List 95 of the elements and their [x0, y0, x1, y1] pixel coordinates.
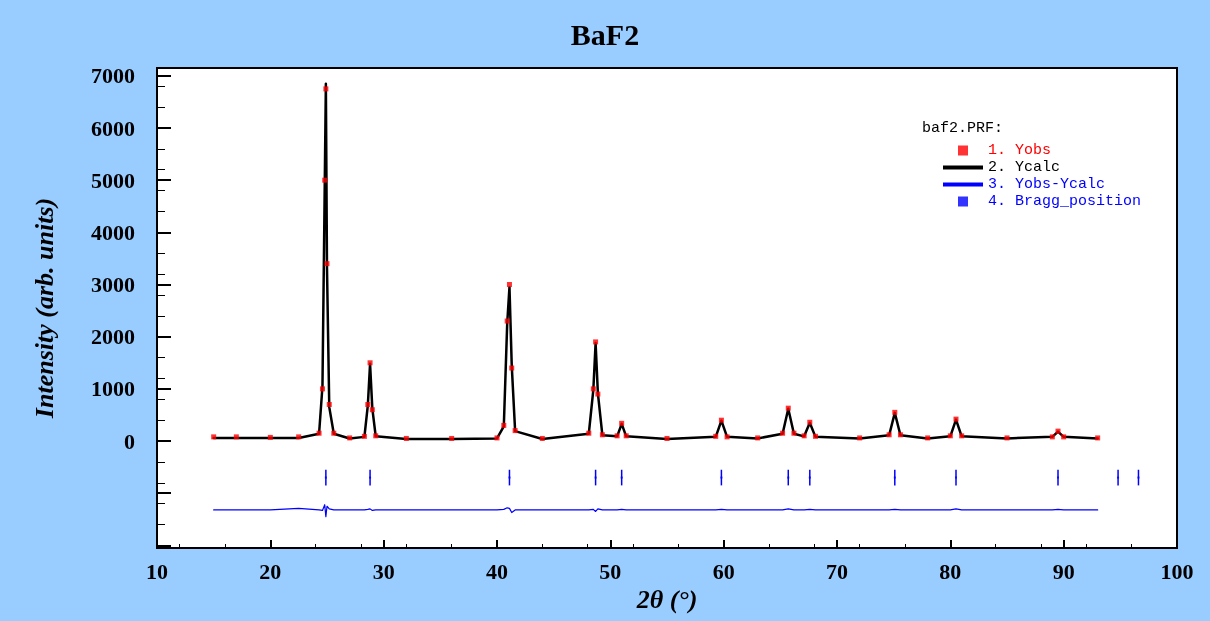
- point: [1004, 435, 1010, 441]
- point: [494, 435, 500, 441]
- x-tick-label: 90: [1052, 558, 1075, 584]
- point: [599, 432, 605, 438]
- point: [590, 386, 596, 392]
- chart-title: BaF2: [570, 17, 640, 51]
- point: [316, 430, 322, 436]
- point: [501, 422, 507, 428]
- point: [347, 435, 353, 441]
- point: [369, 407, 375, 413]
- point: [620, 476, 623, 479]
- point: [361, 433, 367, 439]
- point: [593, 339, 599, 345]
- point: [755, 435, 761, 441]
- x-axis-title: 2θ (°): [635, 585, 698, 615]
- point: [959, 433, 965, 439]
- point: [324, 261, 330, 267]
- point: [808, 476, 811, 479]
- point: [718, 417, 724, 423]
- x-tick-label: 60: [712, 558, 735, 584]
- point: [857, 435, 863, 441]
- point: [594, 476, 597, 479]
- point: [1061, 434, 1067, 440]
- x-tick-label: 10: [146, 558, 168, 584]
- point: [623, 433, 629, 439]
- point: [323, 86, 329, 92]
- point: [508, 476, 511, 479]
- point: [953, 416, 959, 422]
- point: [367, 360, 373, 366]
- legend-label: 4. Bragg_position: [988, 193, 1142, 210]
- point: [925, 435, 931, 441]
- point: [807, 419, 813, 425]
- point: [614, 433, 620, 439]
- point: [787, 476, 790, 479]
- legend-label: 3. Yobs-Ycalc: [988, 176, 1106, 193]
- x-tick-label: 80: [939, 558, 962, 584]
- point: [720, 476, 723, 479]
- point: [211, 434, 217, 440]
- point: [267, 434, 273, 440]
- point: [233, 434, 239, 440]
- point: [512, 428, 518, 434]
- point: [365, 402, 371, 408]
- line-series: [213, 504, 1099, 518]
- point: [812, 433, 818, 439]
- point: [893, 476, 896, 479]
- point: [801, 433, 807, 439]
- point: [1137, 476, 1140, 479]
- point: [449, 435, 455, 441]
- point: [947, 433, 953, 439]
- point: [331, 430, 337, 436]
- point: [897, 432, 903, 438]
- x-tick-label: 30: [372, 558, 395, 584]
- x-tick-label: 100: [1160, 558, 1194, 584]
- y-axis-title: Intensity (arb. units): [29, 197, 59, 420]
- point: [322, 177, 328, 183]
- point: [586, 430, 592, 436]
- point: [326, 402, 332, 408]
- point: [785, 405, 791, 411]
- legend-title: baf2.PRF:: [922, 120, 1004, 137]
- point: [539, 435, 545, 441]
- point: [892, 409, 898, 415]
- x-tick-label: 40: [486, 558, 508, 584]
- point: [373, 433, 379, 439]
- legend-label: 2. Ycalc: [988, 159, 1061, 176]
- y-tick-label: 0: [124, 428, 135, 454]
- point: [296, 434, 302, 440]
- point: [791, 430, 797, 436]
- x-tick-label: 50: [599, 558, 622, 584]
- point: [713, 433, 719, 439]
- y-tick-label: 6000: [91, 115, 135, 141]
- point: [369, 476, 372, 479]
- point: [1055, 428, 1061, 434]
- x-tick-label: 20: [259, 558, 282, 584]
- point: [619, 420, 625, 426]
- point: [403, 435, 409, 441]
- point: [319, 386, 325, 392]
- point: [1095, 435, 1101, 441]
- point: [504, 318, 510, 324]
- point: [664, 435, 670, 441]
- y-tick-label: 4000: [91, 219, 135, 245]
- point: [724, 434, 730, 440]
- point: [1049, 434, 1055, 440]
- legend-label: 1. Yobs: [988, 142, 1052, 159]
- y-tick-label: 5000: [91, 167, 135, 193]
- point: [509, 365, 515, 371]
- point: [780, 430, 786, 436]
- point: [595, 391, 601, 397]
- y-tick-label: 1000: [91, 376, 135, 402]
- y-tick-label: 7000: [91, 63, 135, 89]
- point: [886, 432, 892, 438]
- point: [1117, 476, 1120, 479]
- y-tick-label: 2000: [91, 324, 135, 350]
- x-tick-label: 70: [826, 558, 848, 584]
- y-tick-label: 3000: [91, 272, 135, 298]
- point: [506, 282, 512, 288]
